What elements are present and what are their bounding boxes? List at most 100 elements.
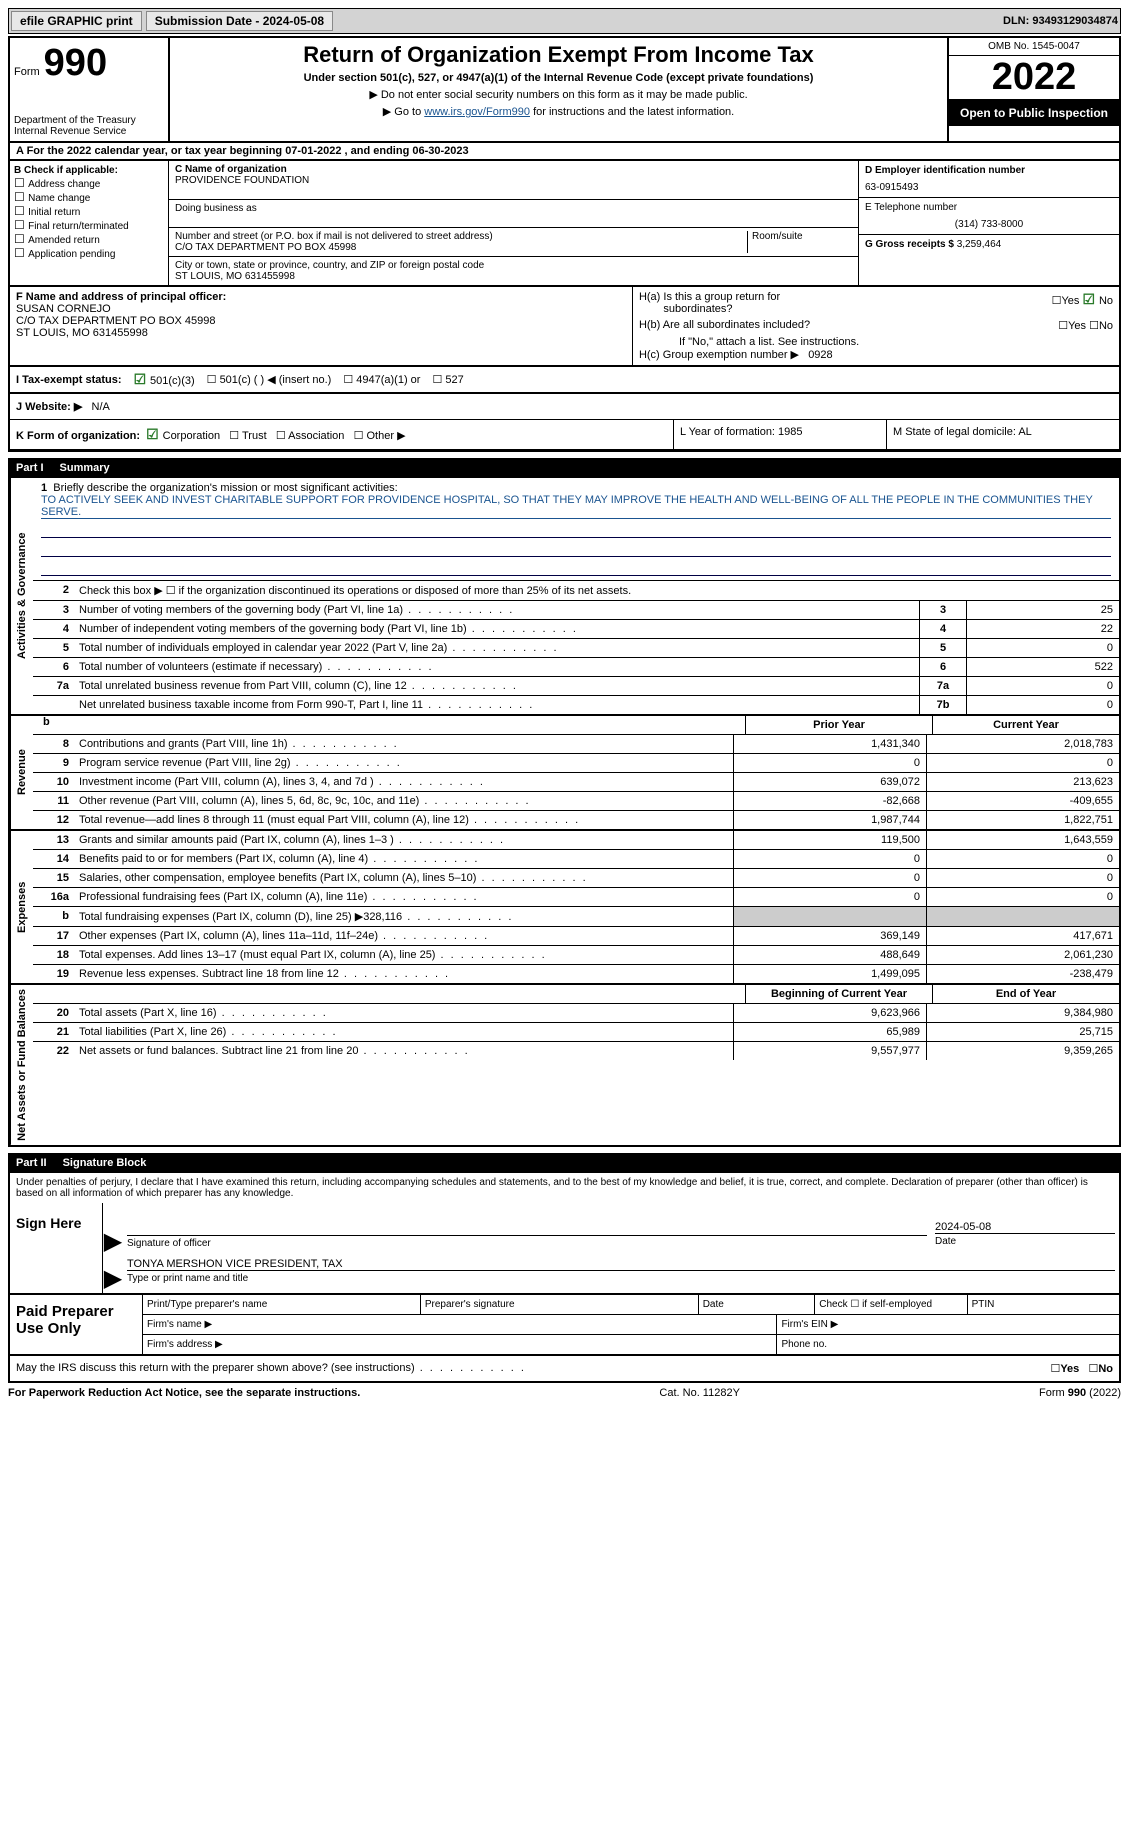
info-grid: B Check if applicable: Address change Na… (8, 159, 1121, 285)
footer-form: Form 990 (2022) (1039, 1387, 1121, 1399)
form-number: Form990 (14, 42, 164, 85)
table-row: 4Number of independent voting members of… (33, 620, 1119, 639)
state-domicile: M State of legal domicile: AL (887, 420, 1119, 449)
tax-year: 2022 (949, 56, 1119, 100)
current-year-header: Current Year (932, 716, 1119, 734)
sign-here-label: Sign Here (10, 1203, 103, 1293)
vtab-expenses: Expenses (10, 831, 33, 983)
prep-self-employed[interactable]: Check ☐ if self-employed (815, 1295, 967, 1314)
summary-net-assets: Net Assets or Fund Balances Beginning of… (8, 985, 1121, 1147)
irs-label: Internal Revenue Service (14, 126, 164, 137)
gross-receipts-label: G Gross receipts $ (865, 239, 957, 250)
dept-label: Department of the Treasury (14, 115, 164, 126)
irs-link[interactable]: www.irs.gov/Form990 (424, 106, 530, 118)
phone-value: (314) 733-8000 (865, 219, 1113, 230)
officer-addr1: C/O TAX DEPARTMENT PO BOX 45998 (16, 315, 626, 327)
addr-value: C/O TAX DEPARTMENT PO BOX 45998 (175, 242, 743, 253)
table-row: 3Number of voting members of the governi… (33, 601, 1119, 620)
form-of-org-label: K Form of organization: (16, 430, 140, 442)
gross-receipts-value: 3,259,464 (957, 239, 1002, 250)
website-value: N/A (92, 401, 110, 413)
table-row: 14Benefits paid to or for members (Part … (33, 850, 1119, 869)
instruction-1: ▶ Do not enter social security numbers o… (174, 88, 943, 101)
submission-date-button[interactable]: Submission Date - 2024-05-08 (146, 11, 333, 31)
chk-amended-return[interactable]: Amended return (14, 232, 164, 246)
mission-label: Briefly describe the organization's miss… (53, 482, 397, 494)
summary-revenue: Revenue b Prior Year Current Year 8Contr… (8, 716, 1121, 831)
chk-name-change[interactable]: Name change (14, 190, 164, 204)
table-row: 9Program service revenue (Part VIII, lin… (33, 754, 1119, 773)
footer-catalog: Cat. No. 11282Y (659, 1387, 740, 1399)
fiscal-year-row: A For the 2022 calendar year, or tax yea… (8, 141, 1121, 159)
footer: For Paperwork Reduction Act Notice, see … (8, 1383, 1121, 1403)
declaration-text: Under penalties of perjury, I declare th… (8, 1173, 1121, 1203)
addr-label: Number and street (or P.O. box if mail i… (175, 231, 743, 242)
row-jklm: J Website: ▶ N/A K Form of organization:… (8, 392, 1121, 452)
table-row: 22Net assets or fund balances. Subtract … (33, 1042, 1119, 1060)
sig-officer-label: Signature of officer (127, 1235, 927, 1249)
discuss-row: May the IRS discuss this return with the… (8, 1356, 1121, 1383)
officer-label: F Name and address of principal officer: (16, 291, 626, 303)
open-to-public: Open to Public Inspection (949, 100, 1119, 126)
table-row: 5Total number of individuals employed in… (33, 639, 1119, 658)
table-row: 21Total liabilities (Part X, line 26)65,… (33, 1023, 1119, 1042)
table-row: 20Total assets (Part X, line 16)9,623,96… (33, 1004, 1119, 1023)
form-subtitle: Under section 501(c), 527, or 4947(a)(1)… (174, 72, 943, 84)
paid-preparer-block: Paid Preparer Use Only Print/Type prepar… (8, 1295, 1121, 1356)
chk-address-change[interactable]: Address change (14, 176, 164, 190)
table-row: 8Contributions and grants (Part VIII, li… (33, 735, 1119, 754)
arrow-icon: ▶ (103, 1219, 123, 1256)
sig-date-label: Date (935, 1233, 1115, 1247)
omb-number: OMB No. 1545-0047 (949, 38, 1119, 56)
table-row: 2Check this box ▶ ☐ if the organization … (33, 581, 1119, 601)
ha-label: H(a) Is this a group return for (639, 291, 780, 303)
org-name-label: C Name of organization (175, 164, 852, 175)
dln-label: DLN: 93493129034874 (1003, 15, 1118, 27)
firm-phone-label: Phone no. (777, 1335, 1119, 1354)
vtab-net-assets: Net Assets or Fund Balances (10, 985, 33, 1145)
city-value: ST LOUIS, MO 631455998 (175, 271, 852, 282)
table-row: bTotal fundraising expenses (Part IX, co… (33, 907, 1119, 927)
chk-final-return[interactable]: Final return/terminated (14, 218, 164, 232)
topbar: efile GRAPHIC print Submission Date - 20… (8, 8, 1121, 34)
officer-name: SUSAN CORNEJO (16, 303, 626, 315)
chk-corporation[interactable] (146, 430, 162, 442)
end-year-header: End of Year (932, 985, 1119, 1003)
officer-name-label: Type or print name and title (127, 1270, 1115, 1284)
vtab-revenue: Revenue (10, 716, 33, 829)
table-row: 6Total number of volunteers (estimate if… (33, 658, 1119, 677)
table-row: 18Total expenses. Add lines 13–17 (must … (33, 946, 1119, 965)
form-title: Return of Organization Exempt From Incom… (174, 42, 943, 68)
part-1-header: Part I Summary (8, 458, 1121, 478)
prior-year-header: Prior Year (745, 716, 932, 734)
sig-date-value: 2024-05-08 (935, 1221, 1115, 1233)
chk-initial-return[interactable]: Initial return (14, 204, 164, 218)
table-row: 7aTotal unrelated business revenue from … (33, 677, 1119, 696)
table-row: 17Other expenses (Part IX, column (A), l… (33, 927, 1119, 946)
website-label: J Website: ▶ (16, 401, 82, 413)
city-label: City or town, state or province, country… (175, 260, 852, 271)
begin-year-header: Beginning of Current Year (745, 985, 932, 1003)
table-row: 11Other revenue (Part VIII, column (A), … (33, 792, 1119, 811)
table-row: 10Investment income (Part VIII, column (… (33, 773, 1119, 792)
summary-governance: Activities & Governance 1 Briefly descri… (8, 478, 1121, 716)
efile-print-button[interactable]: efile GRAPHIC print (11, 11, 142, 31)
form-header: Form990 Department of the Treasury Inter… (8, 36, 1121, 141)
ein-value: 63-0915493 (865, 182, 1113, 193)
ein-label: D Employer identification number (865, 165, 1113, 176)
firm-addr-label: Firm's address ▶ (143, 1335, 777, 1354)
phone-label: E Telephone number (865, 202, 1113, 213)
prep-name-label: Print/Type preparer's name (143, 1295, 421, 1314)
hc-label: H(c) Group exemption number ▶ (639, 349, 799, 361)
chk-application-pending[interactable]: Application pending (14, 246, 164, 260)
chk-501c3[interactable] (134, 375, 150, 387)
year-formation: L Year of formation: 1985 (674, 420, 887, 449)
hb-note: If "No," attach a list. See instructions… (679, 336, 1113, 348)
table-row: 13Grants and similar amounts paid (Part … (33, 831, 1119, 850)
room-suite-label: Room/suite (748, 231, 852, 253)
table-row: Net unrelated business taxable income fr… (33, 696, 1119, 714)
mission-text: TO ACTIVELY SEEK AND INVEST CHARITABLE S… (41, 494, 1111, 519)
table-row: 19Revenue less expenses. Subtract line 1… (33, 965, 1119, 983)
row-f-h: F Name and address of principal officer:… (8, 285, 1121, 365)
ha-no-checked[interactable] (1082, 295, 1098, 307)
